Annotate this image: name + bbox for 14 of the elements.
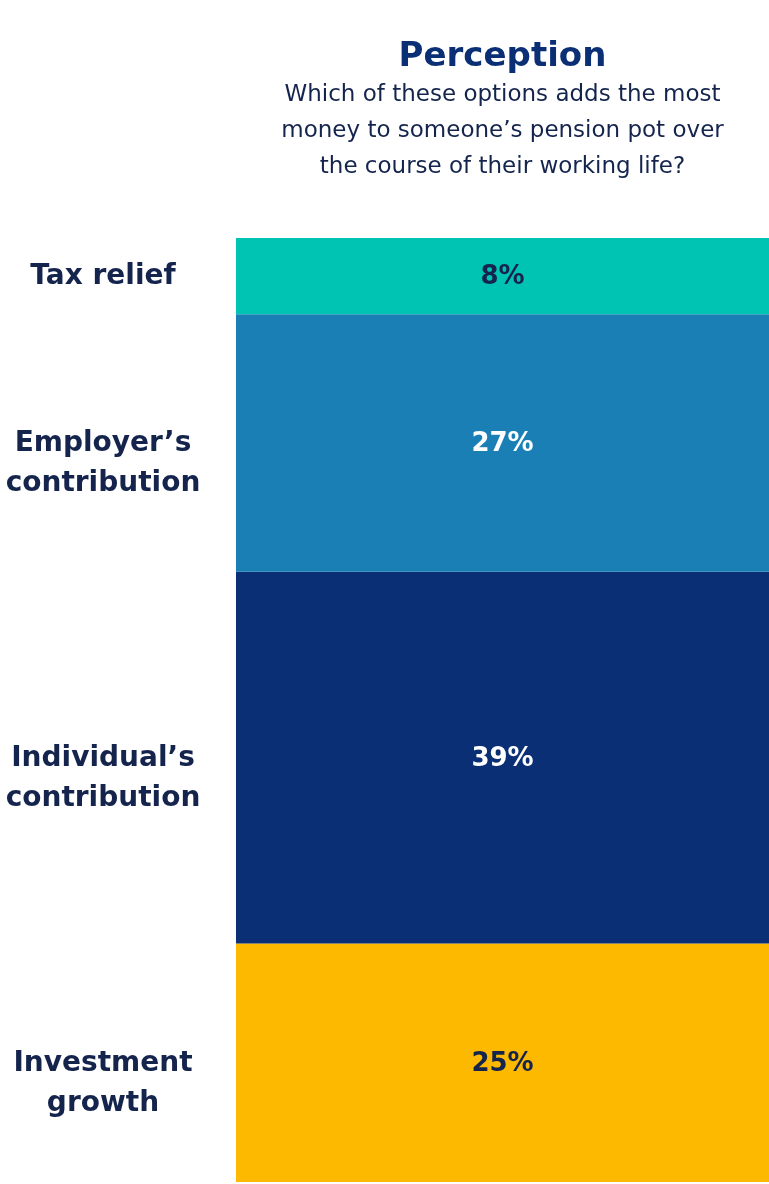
text: Tax relief bbox=[30, 258, 177, 292]
bar bbox=[236, 571, 769, 944]
bar bbox=[236, 238, 769, 315]
series-label: Employer’s contribution bbox=[5, 425, 201, 499]
bar bbox=[236, 314, 769, 572]
data-label: 39% bbox=[471, 741, 534, 772]
chart-title: Perception bbox=[398, 34, 607, 74]
data-label: 25% bbox=[471, 1046, 534, 1077]
chart-subtitle: Which of these options adds the most money to someone’s pension pot over the course of their working life? bbox=[281, 80, 725, 178]
series-label: Individual’s contribution bbox=[5, 739, 201, 813]
data-label: 27% bbox=[471, 427, 534, 458]
series-label: Investment growth bbox=[13, 1044, 193, 1118]
bar bbox=[236, 943, 769, 1182]
data-label: 8% bbox=[480, 260, 525, 291]
